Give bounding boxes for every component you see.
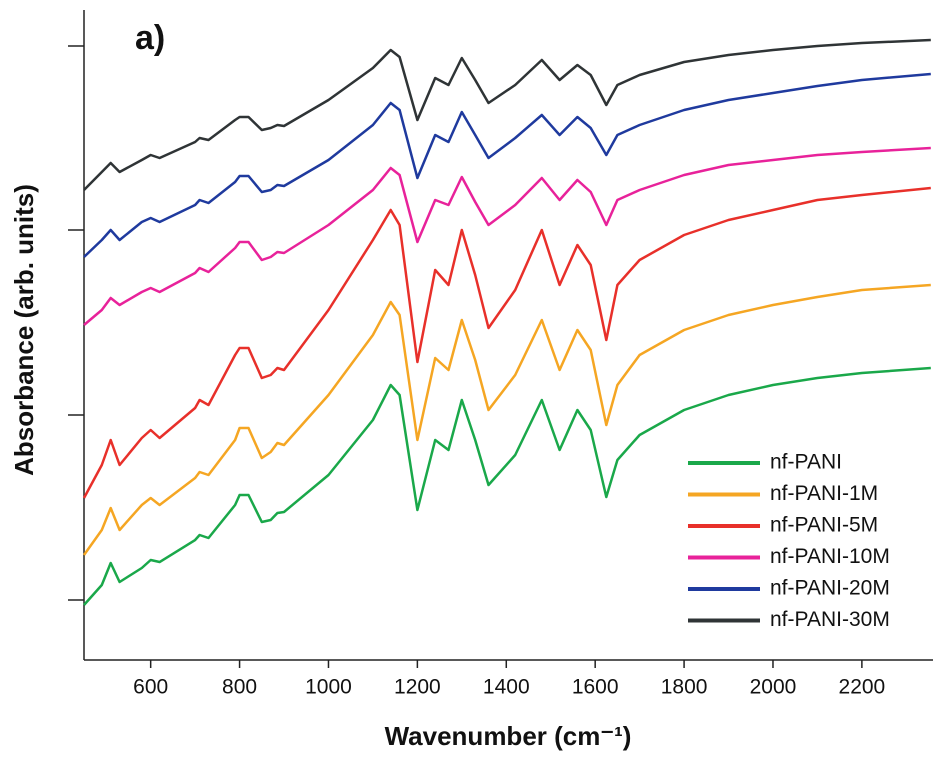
legend-label: nf-PANI-1M [770, 482, 878, 505]
x-tick-label: 1000 [305, 676, 352, 699]
x-tick-label: 2200 [839, 676, 886, 699]
x-tick-label: 1800 [661, 676, 708, 699]
x-tick-label: 1600 [572, 676, 619, 699]
series-line [82, 283, 931, 556]
panel-label: a) [135, 19, 165, 57]
series-line [83, 38, 931, 191]
x-tick-label: 1400 [483, 676, 530, 699]
y-axis-title: Absorbance (arb. units) [9, 184, 39, 476]
legend-label: nf-PANI-20M [770, 577, 890, 600]
x-axis-title: Wavenumber (cm⁻¹) [385, 721, 632, 751]
x-tick-label: 800 [222, 676, 257, 699]
x-tick-label: 2000 [750, 676, 797, 699]
legend-label: nf-PANI [770, 451, 842, 474]
legend-label: nf-PANI-30M [770, 608, 890, 631]
x-tick-label: 1200 [394, 676, 441, 699]
series-line [83, 366, 931, 606]
series-line [82, 186, 931, 499]
x-tick-label: 600 [133, 676, 168, 699]
series-line [83, 72, 931, 258]
legend-label: nf-PANI-5M [770, 514, 878, 537]
series-line [83, 146, 931, 326]
legend-label: nf-PANI-10M [770, 545, 890, 568]
